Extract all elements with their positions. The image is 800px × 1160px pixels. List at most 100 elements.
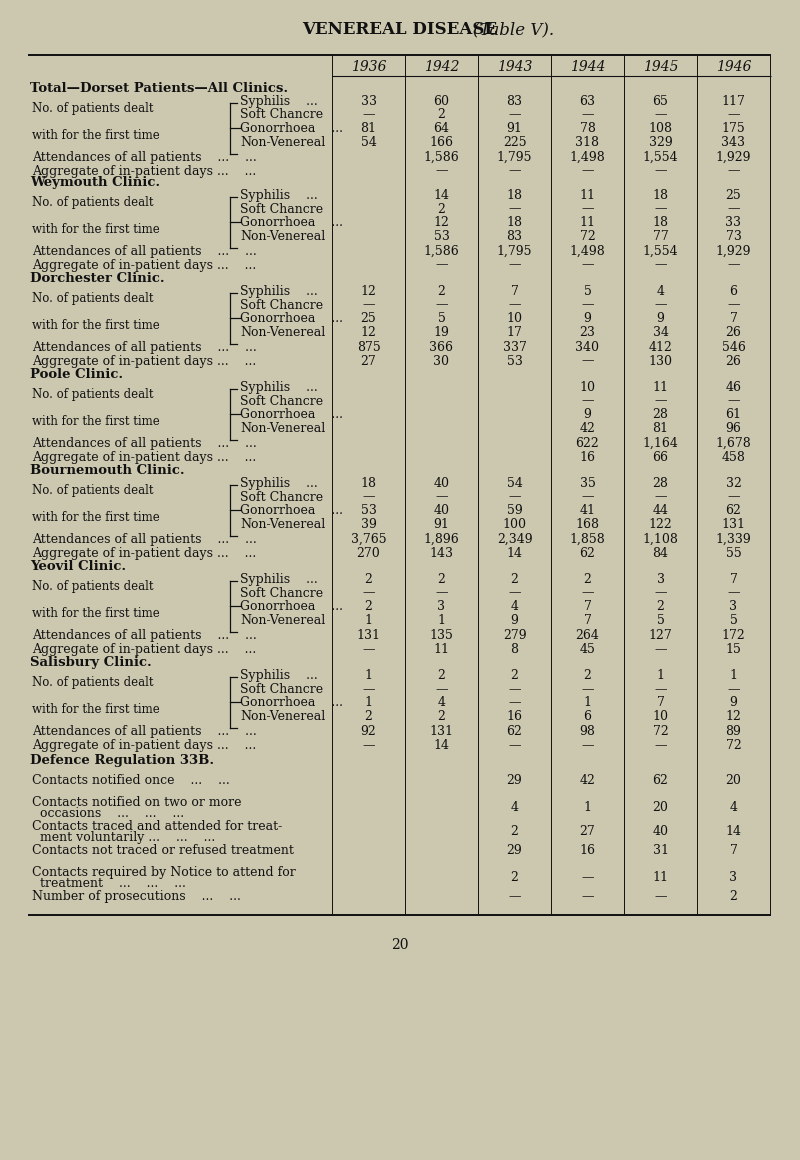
Text: 62: 62 bbox=[506, 725, 522, 738]
Text: 4: 4 bbox=[510, 800, 518, 814]
Text: 3: 3 bbox=[730, 871, 738, 884]
Text: 131: 131 bbox=[357, 629, 381, 643]
Text: Soft Chancre: Soft Chancre bbox=[240, 491, 323, 503]
Text: 340: 340 bbox=[575, 341, 599, 354]
Text: Soft Chancre: Soft Chancre bbox=[240, 298, 323, 312]
Text: 83: 83 bbox=[506, 95, 522, 108]
Text: 40: 40 bbox=[434, 505, 450, 517]
Text: 81: 81 bbox=[653, 421, 669, 435]
Text: 622: 622 bbox=[576, 437, 599, 450]
Text: 1: 1 bbox=[365, 614, 373, 626]
Text: 35: 35 bbox=[579, 477, 595, 490]
Text: 279: 279 bbox=[502, 629, 526, 643]
Text: 3: 3 bbox=[657, 573, 665, 586]
Text: —: — bbox=[654, 394, 666, 407]
Text: —: — bbox=[362, 739, 374, 752]
Text: No. of patients dealt: No. of patients dealt bbox=[32, 387, 154, 401]
Text: 1,795: 1,795 bbox=[497, 245, 532, 258]
Text: 546: 546 bbox=[722, 341, 746, 354]
Text: 5: 5 bbox=[657, 614, 665, 626]
Text: —: — bbox=[582, 355, 594, 368]
Text: 17: 17 bbox=[506, 326, 522, 339]
Text: 6: 6 bbox=[730, 285, 738, 298]
Text: 54: 54 bbox=[506, 477, 522, 490]
Text: 89: 89 bbox=[726, 725, 742, 738]
Text: 20: 20 bbox=[391, 938, 409, 952]
Text: 2: 2 bbox=[583, 669, 591, 682]
Text: —: — bbox=[582, 203, 594, 216]
Text: 108: 108 bbox=[649, 122, 673, 135]
Text: 55: 55 bbox=[726, 546, 742, 559]
Text: 16: 16 bbox=[579, 450, 595, 464]
Text: 4: 4 bbox=[730, 800, 738, 814]
Text: 2: 2 bbox=[583, 573, 591, 586]
Text: 16: 16 bbox=[506, 710, 522, 723]
Text: 45: 45 bbox=[579, 643, 595, 655]
Text: 3: 3 bbox=[730, 600, 738, 614]
Text: with for the first time: with for the first time bbox=[32, 129, 160, 142]
Text: 117: 117 bbox=[722, 95, 746, 108]
Text: 25: 25 bbox=[361, 312, 376, 325]
Text: Non-Venereal: Non-Venereal bbox=[240, 517, 326, 530]
Text: —: — bbox=[362, 491, 374, 503]
Text: with for the first time: with for the first time bbox=[32, 223, 160, 235]
Text: 72: 72 bbox=[653, 725, 668, 738]
Text: Attendances of all patients    ...    ...: Attendances of all patients ... ... bbox=[32, 725, 257, 738]
Text: Gonorrhoea    ...: Gonorrhoea ... bbox=[240, 312, 343, 325]
Text: 1: 1 bbox=[730, 669, 738, 682]
Text: with for the first time: with for the first time bbox=[32, 510, 160, 524]
Text: 1,896: 1,896 bbox=[424, 534, 459, 546]
Text: Attendances of all patients    ...    ...: Attendances of all patients ... ... bbox=[32, 437, 257, 450]
Text: —: — bbox=[654, 109, 666, 122]
Text: 12: 12 bbox=[726, 710, 742, 723]
Text: 458: 458 bbox=[722, 450, 746, 464]
Text: —: — bbox=[727, 109, 740, 122]
Text: —: — bbox=[582, 165, 594, 177]
Text: 14: 14 bbox=[434, 189, 450, 202]
Text: —: — bbox=[654, 203, 666, 216]
Text: Salisbury Clinic.: Salisbury Clinic. bbox=[30, 655, 152, 668]
Text: 62: 62 bbox=[726, 505, 742, 517]
Text: 65: 65 bbox=[653, 95, 669, 108]
Text: Contacts not traced or refused treatment: Contacts not traced or refused treatment bbox=[32, 844, 294, 857]
Text: 18: 18 bbox=[361, 477, 377, 490]
Text: 9: 9 bbox=[730, 696, 738, 709]
Text: 34: 34 bbox=[653, 326, 669, 339]
Text: 1: 1 bbox=[438, 614, 446, 626]
Text: 135: 135 bbox=[430, 629, 454, 643]
Text: with for the first time: with for the first time bbox=[32, 703, 160, 716]
Text: 1,339: 1,339 bbox=[716, 534, 751, 546]
Text: 46: 46 bbox=[726, 382, 742, 394]
Text: 84: 84 bbox=[653, 546, 669, 559]
Text: —: — bbox=[435, 298, 448, 312]
Text: —: — bbox=[654, 587, 666, 600]
Text: —: — bbox=[508, 696, 521, 709]
Text: Aggregate of in-patient days ...    ...: Aggregate of in-patient days ... ... bbox=[32, 546, 256, 559]
Text: 72: 72 bbox=[580, 230, 595, 242]
Text: Non-Venereal: Non-Venereal bbox=[240, 230, 326, 242]
Text: 18: 18 bbox=[506, 189, 522, 202]
Text: 2: 2 bbox=[438, 573, 446, 586]
Text: —: — bbox=[654, 739, 666, 752]
Text: 33: 33 bbox=[726, 216, 742, 229]
Text: Syphilis    ...: Syphilis ... bbox=[240, 477, 318, 490]
Text: 98: 98 bbox=[579, 725, 595, 738]
Text: 100: 100 bbox=[502, 517, 526, 530]
Text: 1: 1 bbox=[365, 669, 373, 682]
Text: Contacts notified once    ...    ...: Contacts notified once ... ... bbox=[32, 774, 230, 786]
Text: 92: 92 bbox=[361, 725, 376, 738]
Text: Attendances of all patients    ...    ...: Attendances of all patients ... ... bbox=[32, 534, 257, 546]
Text: 20: 20 bbox=[726, 774, 742, 786]
Text: —: — bbox=[654, 643, 666, 655]
Text: —: — bbox=[362, 109, 374, 122]
Text: —: — bbox=[362, 587, 374, 600]
Text: —: — bbox=[582, 109, 594, 122]
Text: —: — bbox=[362, 682, 374, 696]
Text: 11: 11 bbox=[653, 871, 669, 884]
Text: No. of patients dealt: No. of patients dealt bbox=[32, 292, 154, 305]
Text: 1,929: 1,929 bbox=[716, 245, 751, 258]
Text: 18: 18 bbox=[653, 216, 669, 229]
Text: Non-Venereal: Non-Venereal bbox=[240, 136, 326, 148]
Text: 1,929: 1,929 bbox=[716, 151, 751, 164]
Text: 10: 10 bbox=[579, 382, 595, 394]
